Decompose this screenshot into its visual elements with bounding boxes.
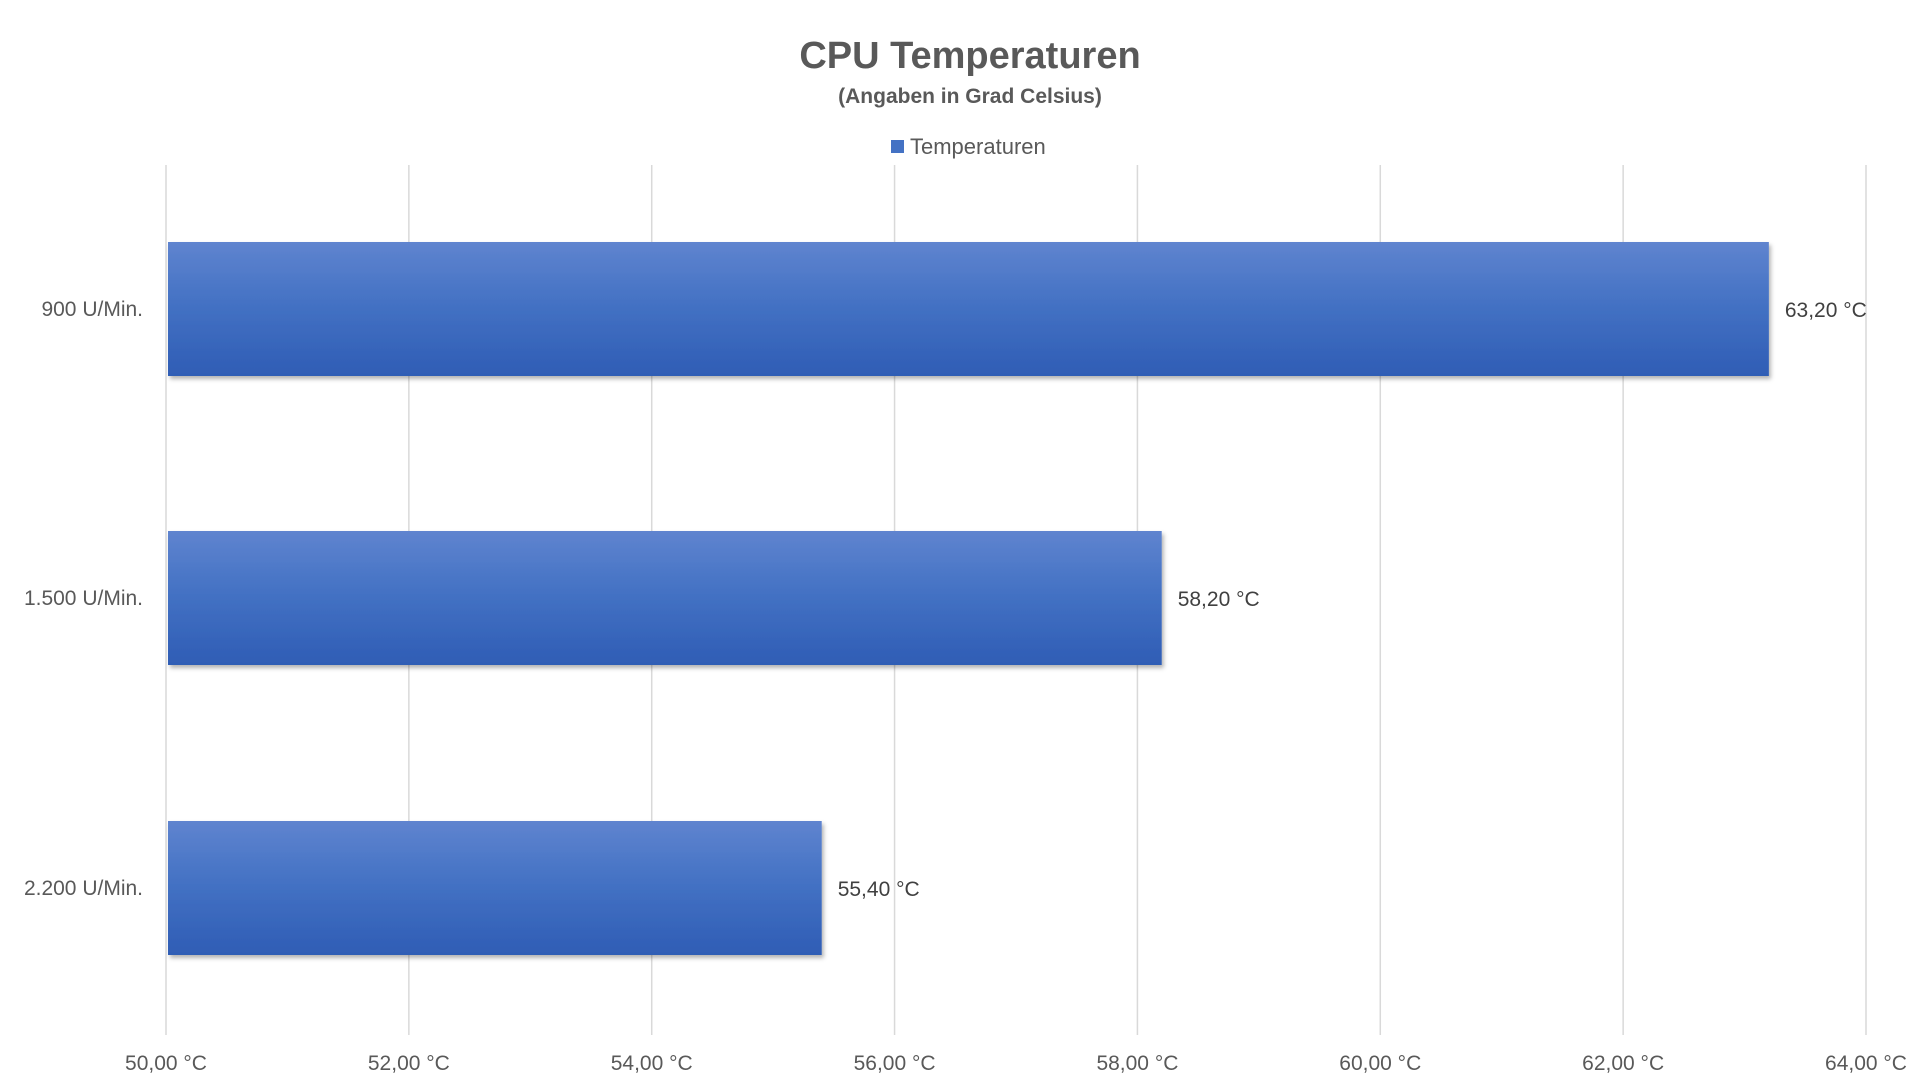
x-tick-label: 58,00 °C	[1096, 1052, 1178, 1075]
category-label: 2.200 U/Min.	[24, 877, 143, 900]
category-labels: 900 U/Min. 1.500 U/Min. 2.200 U/Min.	[24, 298, 143, 900]
legend-label: Temperaturen	[910, 134, 1046, 159]
bar	[168, 531, 1162, 665]
bars	[168, 242, 1769, 955]
x-tick-label: 62,00 °C	[1582, 1052, 1664, 1075]
bar	[168, 242, 1769, 376]
category-label: 1.500 U/Min.	[24, 587, 143, 610]
legend: Temperaturen	[891, 134, 1046, 159]
chart-subtitle: (Angaben in Grad Celsius)	[838, 85, 1102, 108]
data-label: 58,20 °C	[1178, 588, 1260, 611]
legend-swatch	[891, 140, 904, 153]
x-tick-label: 54,00 °C	[611, 1052, 693, 1075]
data-label: 63,20 °C	[1785, 299, 1867, 322]
x-axis-tick-labels: 50,00 °C 52,00 °C 54,00 °C 56,00 °C 58,00 °C…	[125, 1052, 1907, 1075]
x-tick-label: 60,00 °C	[1339, 1052, 1421, 1075]
x-tick-label: 52,00 °C	[368, 1052, 450, 1075]
data-labels: 63,20 °C 58,20 °C 55,40 °C	[838, 299, 1867, 901]
data-label: 55,40 °C	[838, 878, 920, 901]
bar	[168, 821, 822, 955]
category-label: 900 U/Min.	[41, 298, 143, 321]
x-tick-label: 56,00 °C	[854, 1052, 936, 1075]
x-tick-label: 64,00 °C	[1825, 1052, 1907, 1075]
x-tick-label: 50,00 °C	[125, 1052, 207, 1075]
chart-title: CPU Temperaturen	[799, 35, 1140, 77]
